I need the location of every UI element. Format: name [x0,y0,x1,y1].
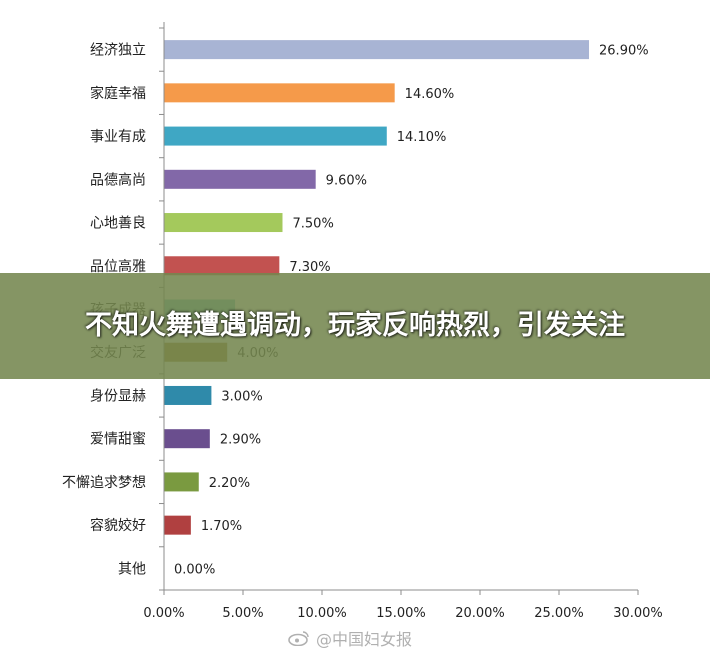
weibo-icon [288,631,309,646]
data-label: 7.50% [293,217,334,232]
data-label: 14.10% [397,130,447,145]
x-tick-label: 15.00% [376,606,426,621]
category-label: 家庭幸福 [90,85,146,102]
x-tick-label: 0.00% [143,606,184,621]
headline-banner: 不知火舞遭遇调动，玩家反响热烈，引发关注 [0,273,710,379]
x-tick-label: 25.00% [534,606,584,621]
bar [164,515,191,535]
x-tick-label: 20.00% [455,606,505,621]
data-label: 1.70% [201,519,242,534]
watermark: @中国妇女报 [288,626,412,650]
data-label: 26.90% [599,44,649,59]
bar [164,385,212,405]
category-label: 事业有成 [90,129,146,145]
data-label: 2.20% [209,476,250,491]
category-label: 经济独立 [90,43,146,59]
bar [164,429,210,449]
data-label: 7.30% [289,260,330,275]
category-label: 品位高雅 [90,258,146,275]
category-label: 其他 [118,561,146,577]
watermark-text: @中国妇女报 [316,630,413,649]
bar [164,256,280,276]
category-label: 心地善良 [90,216,146,232]
data-label: 14.60% [405,87,455,102]
x-tick-label: 30.00% [613,606,663,621]
bar [164,472,199,492]
data-label: 3.00% [221,389,262,404]
data-label: 2.90% [220,433,261,448]
bar [164,126,387,146]
bar [164,40,590,60]
category-label: 不懈追求梦想 [62,474,146,491]
bar [164,213,283,233]
x-tick-label: 10.00% [297,606,347,621]
bar [164,83,395,103]
headline-text: 不知火舞遭遇调动，玩家反响热烈，引发关注 [85,310,625,341]
data-label: 9.60% [326,173,367,188]
category-label: 容貌姣好 [90,517,146,534]
x-tick-label: 5.00% [222,606,263,621]
category-label: 品德高尚 [90,171,146,188]
data-label: 0.00% [174,562,215,577]
category-label: 爱情甜蜜 [90,432,146,448]
bar [164,169,316,189]
category-label: 身份显赫 [90,388,146,404]
